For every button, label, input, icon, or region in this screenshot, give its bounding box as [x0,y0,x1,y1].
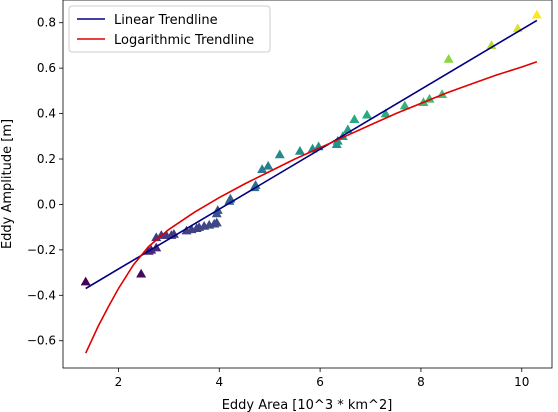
x-tick-label: 8 [417,375,425,389]
x-tick-label: 10 [514,375,529,389]
scatter-point [380,108,391,118]
scatter-point [361,109,372,119]
scatter-point [263,160,274,170]
scatter-point [211,217,222,227]
scatter-point [486,40,497,50]
scatter-point [168,228,179,238]
y-tick-label: 0.8 [37,16,56,30]
x-tick-label: 6 [316,375,324,389]
scatter-point [294,146,305,155]
y-axis-label: Eddy Amplitude [m] [0,119,15,249]
trendlines [84,19,538,354]
y-tick-label: 0.6 [37,61,56,75]
scatter-point [80,276,91,286]
legend-label-logarithmic: Logarithmic Trendline [114,33,254,48]
y-tick-label: −0.6 [27,334,56,348]
y-tick-label: −0.4 [27,288,56,302]
legend-box [68,5,271,53]
legend-label-linear: Linear Trendline [114,13,218,28]
logarithmic-trendline [84,61,538,354]
x-axis-ticks: 2 4 6 8 10 [115,368,529,389]
scatter-point [349,114,360,124]
scatter-point [443,54,454,63]
scatter-point [399,100,410,110]
linear-trendline [85,19,538,290]
scatter-point [136,268,147,278]
y-tick-label: 0.0 [37,197,56,211]
x-tick-label: 2 [115,375,123,389]
scatter-point [257,164,268,173]
y-tick-label: −0.2 [27,243,56,257]
y-tick-label: 0.2 [37,152,56,166]
scatter-point [274,149,285,159]
scatter-point [531,9,542,19]
plot-area [62,0,553,369]
y-axis-ticks: −0.6 −0.4 −0.2 0.0 0.2 0.4 0.6 0.8 [27,16,63,348]
y-tick-label: 0.4 [37,107,56,121]
x-axis-label: Eddy Area [10^3 * km^2] [222,398,393,412]
x-tick-label: 4 [215,375,223,389]
legend: Linear Trendline Logarithmic Trendline [68,5,271,53]
